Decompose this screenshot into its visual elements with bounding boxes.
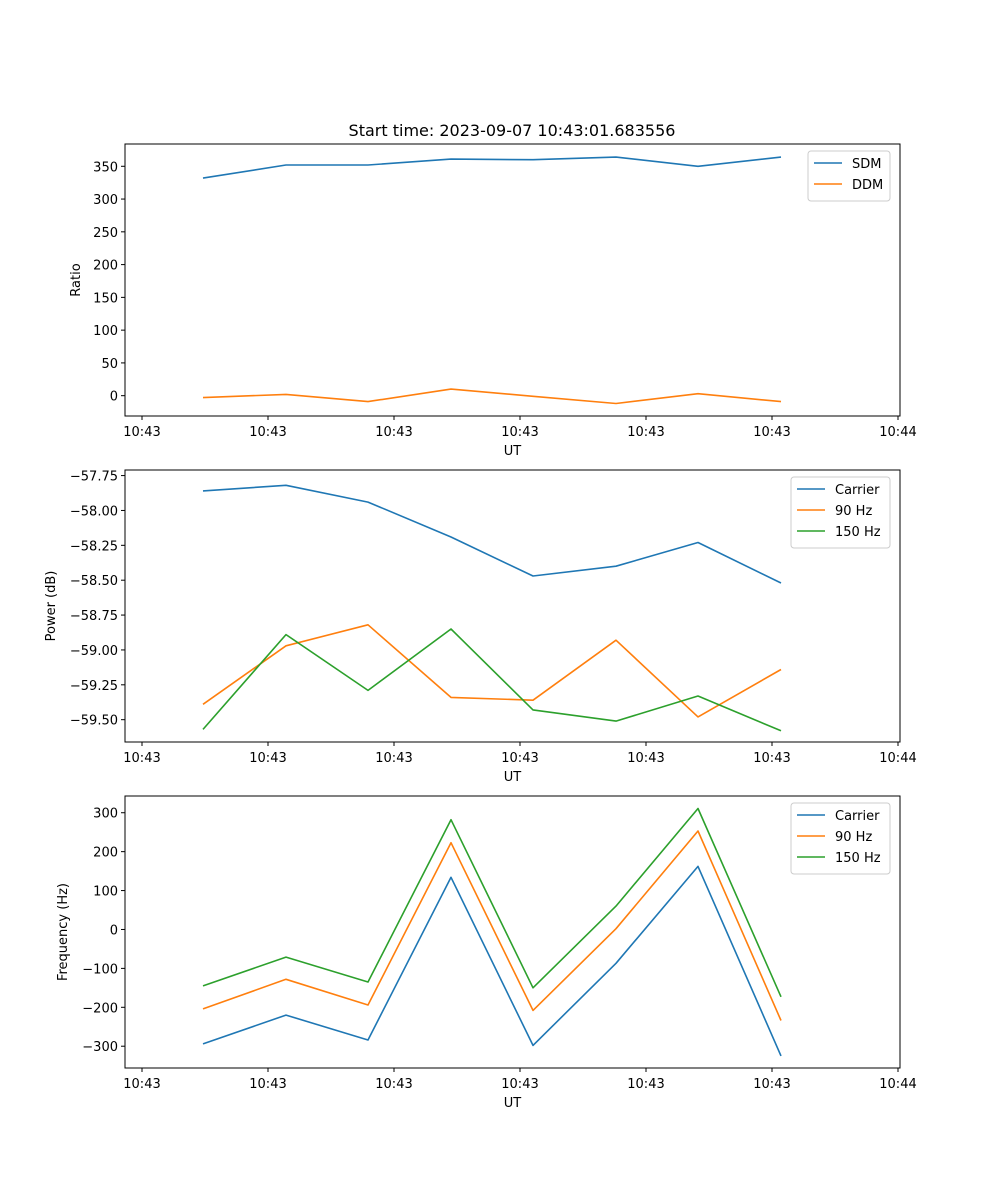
x-axis-label: UT [504, 444, 522, 459]
y-tick-label: 350 [93, 160, 118, 175]
y-tick-label: −58.00 [70, 504, 118, 519]
x-tick-label: 10:43 [501, 425, 538, 440]
y-tick-label: 200 [93, 259, 118, 274]
legend-label: Carrier [835, 483, 880, 498]
y-tick-label: 100 [93, 885, 118, 900]
y-tick-label: −300 [82, 1040, 118, 1055]
x-tick-label: 10:43 [501, 751, 538, 766]
y-tick-label: −57.75 [70, 470, 118, 485]
legend-label: 150 Hz [835, 851, 881, 866]
y-tick-label: 0 [110, 923, 118, 938]
panel-3: −300 −200 −100 0 100 200 300 10:43 10:43 10:43 10:… [56, 795, 917, 1111]
y-tick-label: −59.25 [70, 679, 118, 694]
y-tick-label: −58.50 [70, 574, 118, 589]
x-tick-label: 10:44 [879, 425, 916, 440]
axes-frame [124, 795, 901, 1069]
legend: Carrier 90 Hz 150 Hz [790, 802, 891, 875]
axes-frame [124, 143, 901, 417]
y-tick-label: −100 [82, 962, 118, 977]
series-line-ddm [202, 388, 782, 405]
x-tick-label: 10:43 [627, 425, 664, 440]
x-tick-label: 10:43 [753, 751, 790, 766]
x-tick-label: 10:43 [627, 751, 664, 766]
legend-label: 90 Hz [835, 504, 872, 519]
x-tick-label: 10:43 [753, 425, 790, 440]
x-tick-label: 10:43 [375, 425, 412, 440]
x-axis-label: UT [504, 1096, 522, 1111]
series-line-carrier [202, 865, 782, 1057]
panel-1: 0 50 100 150 200 250 300 350 10:43 10:43 10:43 10:4… [69, 143, 917, 459]
legend-label: 150 Hz [835, 525, 881, 540]
x-tick-label: 10:43 [123, 425, 160, 440]
y-tick-label: 300 [93, 193, 118, 208]
axes-frame [124, 469, 901, 743]
y-tick-label: −58.75 [70, 609, 118, 624]
y-tick-label: 150 [93, 291, 118, 306]
x-tick-label: 10:43 [375, 751, 412, 766]
series-line-sdm [202, 156, 782, 179]
y-axis-label: Ratio [69, 263, 84, 296]
x-tick-label: 10:44 [879, 1077, 916, 1092]
y-tick-label: −59.00 [70, 644, 118, 659]
legend-label: DDM [852, 178, 883, 193]
series-line-carrier [202, 484, 782, 584]
legend-label: 90 Hz [835, 830, 872, 845]
x-tick-label: 10:43 [249, 425, 286, 440]
x-tick-label: 10:43 [375, 1077, 412, 1092]
y-tick-label: 100 [93, 324, 118, 339]
y-tick-label: 200 [93, 846, 118, 861]
x-tick-label: 10:43 [123, 1077, 160, 1092]
y-axis-label: Frequency (Hz) [56, 883, 71, 981]
x-tick-label: 10:43 [249, 751, 286, 766]
y-tick-label: 0 [110, 390, 118, 405]
x-tick-label: 10:43 [249, 1077, 286, 1092]
legend: Carrier 90 Hz 150 Hz [790, 476, 891, 549]
y-tick-label: 250 [93, 226, 118, 241]
series-line-150-hz [202, 807, 782, 998]
legend-label: Carrier [835, 809, 880, 824]
figure-title: Start time: 2023-09-07 10:43:01.683556 [349, 121, 676, 140]
y-tick-label: 50 [101, 357, 118, 372]
x-tick-label: 10:43 [627, 1077, 664, 1092]
x-tick-label: 10:43 [753, 1077, 790, 1092]
y-tick-label: −200 [82, 1001, 118, 1016]
series-line-90-hz [202, 830, 782, 1021]
legend-label: SDM [852, 157, 881, 172]
series-line-150-hz [202, 628, 782, 732]
y-tick-label: −58.25 [70, 539, 118, 554]
y-tick-label: −59.50 [70, 714, 118, 729]
legend: SDM DDM [807, 150, 891, 202]
y-tick-label: 300 [93, 807, 118, 822]
panel-2: −59.50 −59.25 −59.00 −58.75 −58.50 −58.25 −58.… [44, 469, 917, 785]
series-line-90-hz [202, 623, 782, 718]
x-axis-label: UT [504, 770, 522, 785]
x-tick-label: 10:43 [123, 751, 160, 766]
x-tick-label: 10:43 [501, 1077, 538, 1092]
x-tick-label: 10:44 [879, 751, 916, 766]
y-axis-label: Power (dB) [44, 571, 59, 642]
